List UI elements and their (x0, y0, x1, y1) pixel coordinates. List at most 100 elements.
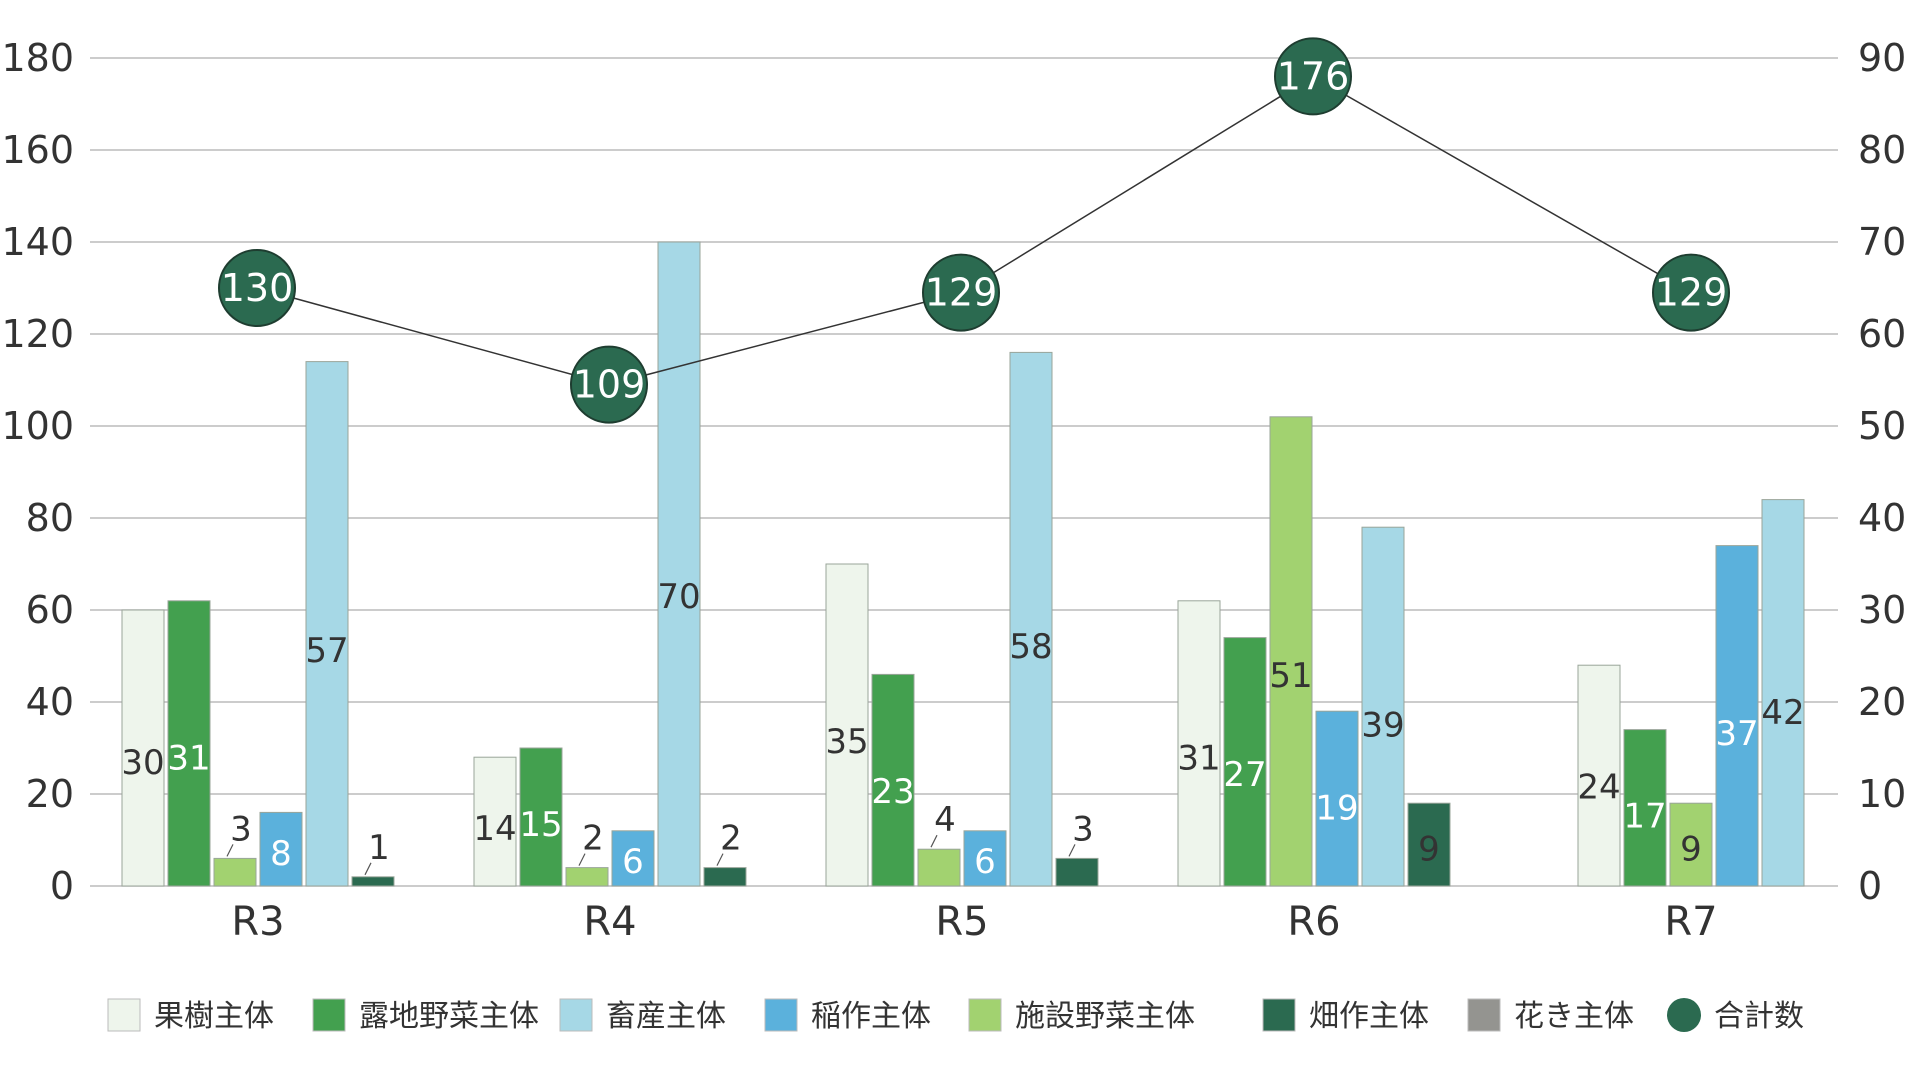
legend-swatch (764, 998, 798, 1032)
bar-data-label: 9 (1680, 830, 1702, 870)
legend-label: 稲作主体 (811, 999, 931, 1034)
bar (1407, 802, 1451, 887)
left-tick-label: 0 (50, 864, 74, 908)
bar (519, 747, 563, 887)
bar (871, 673, 915, 887)
category-labels: R3 R4 R5 R6 R7 (231, 899, 1717, 945)
label-leader (716, 853, 724, 866)
left-tick-label: 20 (26, 772, 74, 816)
legend-label: 畜産主体 (606, 999, 726, 1034)
left-tick-label: 140 (1, 220, 74, 264)
bar (963, 830, 1007, 887)
bar (1715, 545, 1759, 887)
bar-data-label: 23 (871, 772, 914, 812)
bar (1269, 416, 1313, 887)
bar (167, 600, 211, 887)
bar-data-label: 27 (1223, 755, 1266, 795)
bar (1009, 351, 1053, 887)
grid-lines (90, 57, 1838, 887)
total-marker (922, 253, 1000, 332)
legend-label: 施設野菜主体 (1015, 999, 1195, 1034)
bar (1577, 664, 1621, 887)
total-marker (1274, 37, 1352, 116)
bar-data-label: 1 (368, 828, 390, 868)
left-tick-label: 160 (1, 128, 74, 172)
label-leader (364, 862, 372, 876)
bar (1223, 637, 1267, 887)
left-axis-ticks: 0 20 40 60 80 100 120 140 160 180 (1, 36, 74, 908)
bar (703, 867, 747, 887)
legend-swatch (1667, 998, 1701, 1032)
label-leader (930, 834, 938, 848)
bar-data-label: 2 (720, 819, 742, 859)
left-tick-label: 60 (26, 588, 74, 632)
total-marker (570, 345, 648, 424)
total-line-path (256, 75, 1692, 386)
right-tick-label: 40 (1858, 496, 1906, 540)
total-marker (1652, 253, 1730, 332)
bar-data-label: 31 (1177, 739, 1220, 779)
bar-data-label: 51 (1269, 656, 1312, 696)
left-tick-label: 180 (1, 36, 74, 80)
bar (305, 361, 349, 887)
label-leader (578, 853, 586, 866)
bar-data-label: 70 (657, 577, 700, 617)
bar-data-label: 3 (1072, 809, 1094, 849)
category-label: R5 (935, 899, 988, 945)
bar-data-label: 9 (1418, 830, 1440, 870)
legend-label: 畑作主体 (1309, 999, 1429, 1034)
left-tick-label: 120 (1, 312, 74, 356)
bar-data-label: 57 (305, 631, 348, 671)
total-line: 130 109 129 176 129 (218, 37, 1730, 424)
category-label: R3 (231, 899, 284, 945)
legend: 果樹主体 露地野菜主体 畜産主体 稲作主体 施設野菜主体 畑作主体 花き主体 合計数 (107, 998, 1804, 1034)
bar-data-label: 31 (167, 739, 210, 779)
bar-data-label: 35 (825, 722, 868, 762)
total-data-label: 129 (1655, 271, 1728, 315)
label-leader (1068, 844, 1076, 857)
bar (259, 811, 303, 887)
bar-data-label: 4 (934, 800, 956, 840)
left-tick-label: 40 (26, 680, 74, 724)
bar (1055, 857, 1099, 887)
right-tick-label: 90 (1858, 36, 1906, 80)
right-tick-label: 80 (1858, 128, 1906, 172)
bar-data-label: 30 (121, 743, 164, 783)
legend-swatch (1467, 998, 1501, 1032)
bar (565, 867, 609, 887)
legend-swatch (107, 998, 141, 1032)
bar (611, 830, 655, 887)
bar (121, 609, 165, 887)
bar (1761, 499, 1805, 887)
bar-data-label: 6 (622, 842, 644, 882)
bar (351, 876, 395, 887)
total-data-label: 129 (925, 271, 998, 315)
bar-data-label: 15 (519, 805, 562, 845)
left-tick-label: 100 (1, 404, 74, 448)
bar (1177, 600, 1221, 887)
bar-data-label: 8 (270, 834, 292, 874)
right-tick-label: 20 (1858, 680, 1906, 724)
bar-data-label: 58 (1009, 627, 1052, 667)
right-tick-label: 30 (1858, 588, 1906, 632)
bar (917, 848, 961, 887)
bar (825, 563, 869, 887)
bar-data-label: 42 (1761, 693, 1804, 733)
legend-swatch (1262, 998, 1296, 1032)
category-label: R7 (1664, 899, 1717, 945)
bar (1623, 729, 1667, 887)
bar-data-label: 37 (1715, 714, 1758, 754)
right-axis-ticks: 0 10 20 30 40 50 60 70 80 90 (1858, 36, 1906, 908)
bar-data-label: 14 (473, 809, 516, 849)
legend-label: 合計数 (1714, 999, 1804, 1034)
total-marker (218, 249, 296, 327)
legend-label: 露地野菜主体 (359, 999, 539, 1034)
right-tick-label: 70 (1858, 220, 1906, 264)
left-tick-label: 80 (26, 496, 74, 540)
category-label: R6 (1287, 899, 1340, 945)
total-data-label: 176 (1277, 54, 1350, 98)
legend-label: 果樹主体 (154, 999, 274, 1034)
label-leader (226, 844, 234, 857)
